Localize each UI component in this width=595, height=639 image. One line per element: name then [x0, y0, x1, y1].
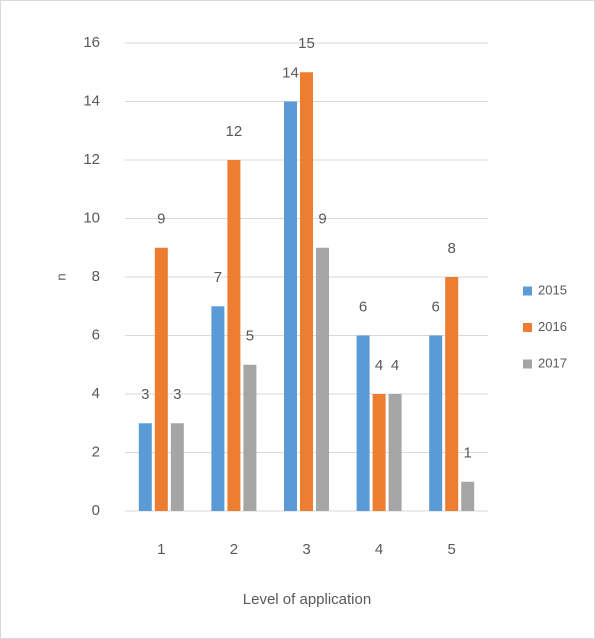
bar: [284, 101, 297, 511]
x-tick-label: 1: [157, 541, 165, 558]
x-tick-label: 2: [230, 541, 238, 558]
data-label: 6: [432, 298, 440, 315]
bar: [138, 423, 152, 511]
legend-label: 2015: [538, 282, 567, 297]
data-label: 3: [173, 386, 181, 403]
x-axis-title: Level of application: [243, 591, 371, 608]
y-tick-label: 0: [92, 502, 100, 519]
data-label: 9: [157, 211, 165, 228]
data-label: 5: [246, 328, 254, 345]
x-tick-label: 5: [448, 541, 456, 558]
data-label: 4: [391, 357, 399, 374]
data-label: 14: [282, 64, 299, 81]
y-axis-title: n: [53, 273, 68, 280]
y-tick-label: 6: [92, 326, 100, 343]
bar: [356, 335, 370, 511]
bar: [445, 277, 459, 511]
legend-label: 2016: [538, 319, 567, 334]
y-tick-label: 2: [92, 443, 100, 460]
bar: [388, 394, 402, 511]
bar: [243, 364, 257, 511]
y-tick-label: 16: [83, 34, 100, 51]
x-tick-label: 3: [302, 541, 310, 558]
bar: [372, 394, 386, 511]
y-tick-label: 12: [83, 151, 100, 168]
y-tick-label: 10: [83, 209, 100, 226]
y-tick-label: 14: [83, 92, 100, 109]
bar: [170, 423, 184, 511]
data-label: 15: [298, 35, 315, 52]
y-tick-label: 4: [92, 385, 100, 402]
data-label: 6: [359, 298, 367, 315]
data-label: 3: [141, 386, 149, 403]
bar: [461, 481, 475, 511]
legend-swatch: [523, 359, 532, 369]
bar: [316, 247, 329, 511]
bar: [211, 306, 225, 511]
data-label: 9: [318, 211, 326, 228]
legend-swatch: [523, 286, 532, 296]
legend-label: 2017: [538, 355, 567, 370]
data-label: 12: [226, 123, 243, 140]
bar: [429, 335, 443, 511]
data-label: 1: [464, 445, 472, 462]
data-label: 7: [214, 269, 222, 286]
bar: [227, 160, 241, 511]
data-label: 8: [448, 240, 456, 257]
bar: [154, 247, 168, 511]
y-tick-label: 8: [92, 268, 100, 285]
x-tick-label: 4: [375, 541, 383, 558]
data-label: 4: [375, 357, 383, 374]
bar: [300, 72, 313, 511]
legend-swatch: [523, 323, 532, 332]
